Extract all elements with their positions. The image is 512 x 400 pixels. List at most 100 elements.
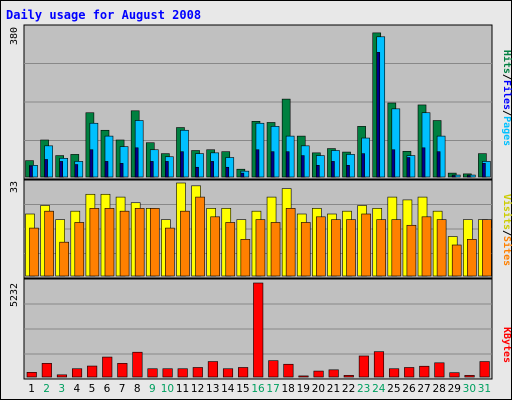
sites-bar xyxy=(119,210,130,277)
day-label: 10 xyxy=(161,383,174,395)
visits-ymax-label: 33 xyxy=(9,181,20,193)
day-label: 7 xyxy=(119,383,126,395)
hits-ymax-label: 380 xyxy=(9,27,20,45)
pages-bar xyxy=(376,52,381,178)
day-label: 28 xyxy=(432,383,445,395)
kbytes-bar xyxy=(313,370,324,378)
day-label: 20 xyxy=(312,383,325,395)
sites-bar xyxy=(44,210,54,277)
sites-bar xyxy=(74,222,85,277)
day-label: 12 xyxy=(191,383,204,395)
kbytes-bar xyxy=(26,372,37,378)
pages-bar xyxy=(436,151,441,178)
day-label: 29 xyxy=(448,383,461,395)
pages-bar xyxy=(361,153,365,178)
pages-bar xyxy=(240,172,245,178)
day-label: 14 xyxy=(221,383,235,395)
sites-bar xyxy=(361,213,371,277)
kbytes-bar xyxy=(298,375,309,378)
day-label: 9 xyxy=(149,383,156,395)
legend-hits: Hits xyxy=(501,50,512,74)
sites-bar xyxy=(210,216,220,277)
pages-bar xyxy=(406,157,411,178)
legend-files: Files xyxy=(501,80,512,110)
sites-bar xyxy=(421,216,432,277)
sites-bar xyxy=(376,219,387,277)
sites-bar xyxy=(391,219,402,277)
svg-text:Hits/Files/Pages: Hits/Files/Pages xyxy=(501,50,512,146)
sites-bar xyxy=(331,219,341,277)
kbytes-bar xyxy=(373,351,385,378)
day-label: 30 xyxy=(463,383,476,395)
pages-bar xyxy=(210,161,214,178)
sites-bar xyxy=(134,208,145,277)
pages-bar xyxy=(421,147,426,178)
kbytes-bar xyxy=(56,374,67,378)
pages-bar xyxy=(225,166,230,178)
files-bar xyxy=(104,135,114,178)
sites-bar xyxy=(59,241,69,277)
sites-bar xyxy=(165,227,175,277)
kbytes-bar xyxy=(102,356,113,378)
files-bar xyxy=(119,146,129,178)
kbytes-bar xyxy=(343,375,354,378)
day-label: 15 xyxy=(236,383,249,395)
pages-bar xyxy=(285,151,290,178)
sites-bar xyxy=(270,222,281,277)
day-label: 19 xyxy=(297,383,310,395)
sites-bar xyxy=(436,219,447,277)
kbytes-bar xyxy=(389,368,400,378)
pages-bar xyxy=(391,149,396,178)
kbytes-ymax-label: 5232 xyxy=(9,283,20,307)
day-label: 6 xyxy=(104,383,111,395)
hits-legend: Hits/Files/Pages xyxy=(501,50,512,146)
kbytes-bar xyxy=(71,368,83,378)
kbytes-bar xyxy=(479,361,490,378)
day-label: 25 xyxy=(387,383,400,395)
kbytes-bar xyxy=(328,369,339,378)
day-label: 4 xyxy=(73,383,80,395)
sites-bar xyxy=(149,208,160,277)
kbytes-panel xyxy=(23,278,493,380)
kbytes-bar xyxy=(117,363,128,378)
kbytes-bar xyxy=(404,367,415,378)
day-label: 3 xyxy=(58,383,65,395)
kbytes-bar xyxy=(253,282,264,378)
legend-sites: Sites xyxy=(501,236,512,266)
sites-bar xyxy=(225,222,236,277)
day-label: 13 xyxy=(206,383,219,395)
sites-bar xyxy=(89,208,100,277)
day-labels: 1 2 3 4 5 6 7 8 9 10 11 12 13 14 15 16 17 18 19 20 21 22 23 24 2… xyxy=(28,383,491,395)
pages-bar xyxy=(74,164,79,178)
kbytes-bar xyxy=(147,368,158,378)
kbytes-bar xyxy=(358,355,369,378)
kbytes-bar xyxy=(222,368,234,378)
sites-bar xyxy=(451,244,462,277)
files-bar xyxy=(421,112,431,178)
day-label: 8 xyxy=(134,383,141,395)
visits-panel xyxy=(23,179,493,279)
kbytes-bar xyxy=(41,363,52,378)
legend-pages: Pages xyxy=(501,116,512,146)
pages-bar xyxy=(467,175,471,178)
pages-bar xyxy=(331,161,335,178)
kbytes-bar xyxy=(192,367,203,378)
day-label: 18 xyxy=(282,383,295,395)
sites-bar xyxy=(467,239,477,277)
day-label: 1 xyxy=(28,383,35,395)
day-label: 16 xyxy=(251,383,265,395)
kbytes-bar xyxy=(283,363,294,378)
chart-title: Daily usage for August 2008 xyxy=(6,8,201,22)
kbytes-bar xyxy=(87,365,98,378)
pages-bar xyxy=(119,163,124,178)
files-bar xyxy=(195,153,204,178)
pages-bar xyxy=(29,165,33,178)
kbytes-bar xyxy=(177,368,188,378)
kbytes-legend: KBytes xyxy=(501,327,512,363)
sites-bar xyxy=(406,224,417,277)
visits-legend: Visits/Sites xyxy=(501,194,512,266)
day-label: 17 xyxy=(266,383,279,395)
kbytes-bar xyxy=(434,362,445,378)
kbytes-bar xyxy=(419,365,430,378)
